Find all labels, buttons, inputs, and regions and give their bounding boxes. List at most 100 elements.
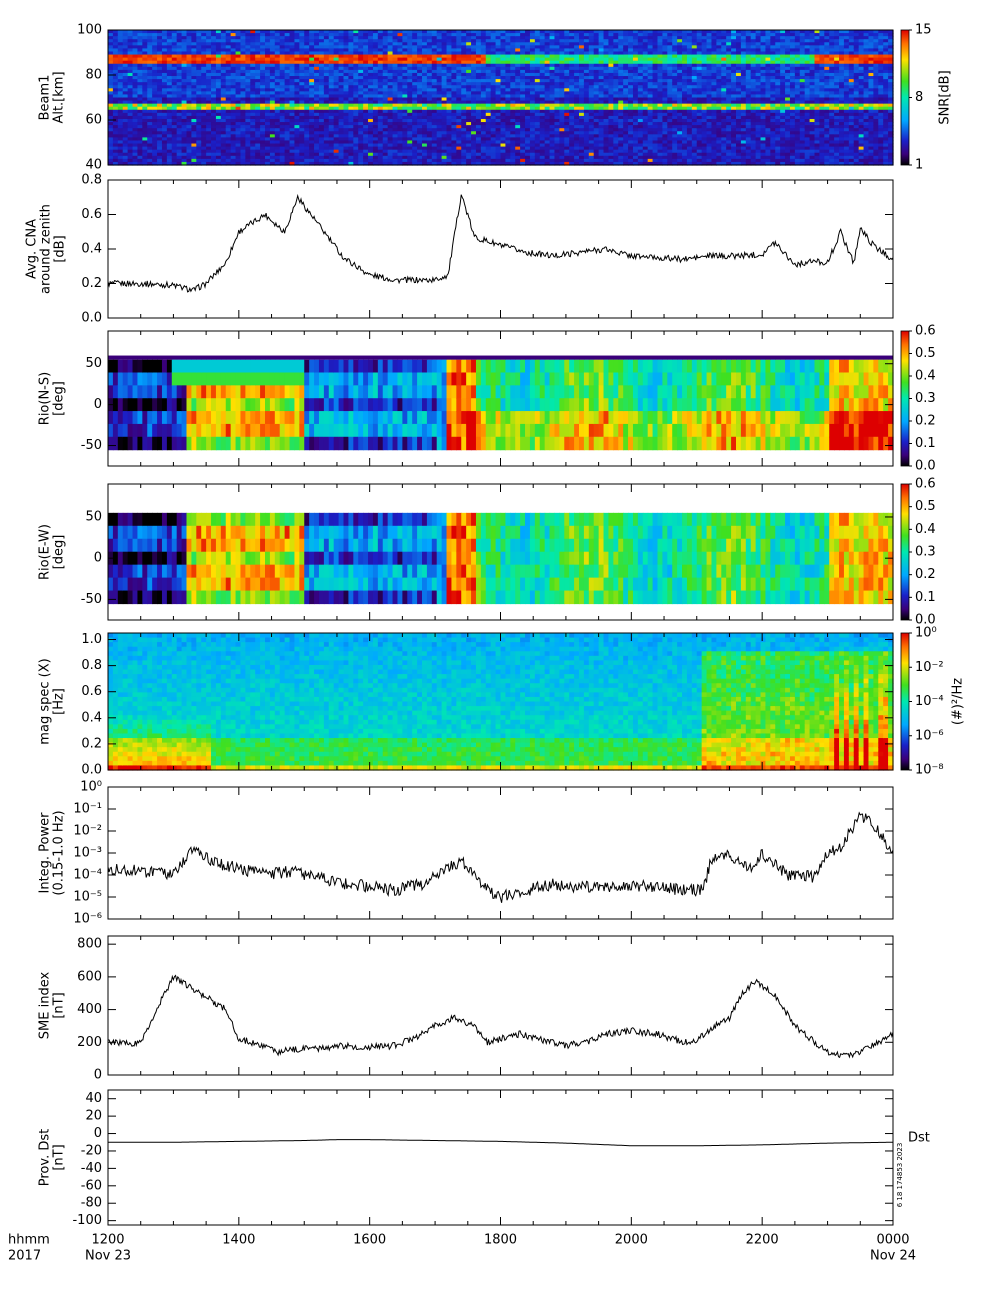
heatmap-cell xyxy=(142,149,148,154)
heatmap-cell xyxy=(122,48,129,53)
heatmap-cell xyxy=(122,118,129,123)
heatmap-cell xyxy=(142,103,148,108)
heatmap-cell xyxy=(137,155,143,160)
heatmap-cell xyxy=(108,54,114,59)
heatmap-cell xyxy=(142,143,148,148)
heatmap-cell xyxy=(108,149,114,154)
heatmap-cell xyxy=(122,60,129,65)
heatmap-cell xyxy=(137,33,143,37)
heatmap-cell xyxy=(117,97,124,102)
heatmap-cell xyxy=(117,149,124,154)
heatmap-cell xyxy=(142,91,148,96)
heatmap-cell xyxy=(142,30,148,34)
panels xyxy=(107,29,912,1226)
heatmap-cell xyxy=(127,158,134,163)
heatmap-cell xyxy=(132,97,139,102)
heatmap-cell xyxy=(132,91,139,96)
heatmap-cell xyxy=(132,57,139,62)
heatmap-cell xyxy=(112,103,119,108)
heatmap-cell xyxy=(127,155,134,160)
heatmap-cell xyxy=(117,146,124,151)
heatmap-cell xyxy=(142,48,148,53)
heatmap-cell xyxy=(108,118,114,123)
heatmap-cell xyxy=(117,140,124,145)
heatmap-cell xyxy=(112,94,119,99)
heatmap-cell xyxy=(137,30,143,34)
heatmap-cell xyxy=(108,161,114,166)
heatmap-cell xyxy=(142,88,148,92)
heatmap-cell xyxy=(132,94,139,99)
heatmap-cell xyxy=(112,118,119,123)
heatmap-cell xyxy=(108,112,114,117)
heatmap-cell xyxy=(142,97,148,102)
heatmap-cell xyxy=(137,72,143,77)
heatmap-cell xyxy=(108,39,114,43)
heatmap-cell xyxy=(132,146,139,151)
heatmap-cell xyxy=(122,128,129,132)
heatmap-cell xyxy=(108,79,114,83)
heatmap-cell xyxy=(117,161,124,166)
heatmap-cell xyxy=(127,72,134,77)
heatmap-cell xyxy=(132,45,139,50)
heatmap-cell xyxy=(122,112,129,117)
heatmap-cell xyxy=(117,158,124,163)
heatmap-cell xyxy=(117,118,124,123)
heatmap-cell xyxy=(142,82,148,86)
heatmap-cell xyxy=(112,39,119,43)
heatmap-cell xyxy=(122,39,129,43)
heatmap-cell xyxy=(142,72,148,77)
heatmap-cell xyxy=(142,76,148,80)
heatmap-cell xyxy=(127,69,134,74)
heatmap-cell xyxy=(117,79,124,83)
heatmap-cell xyxy=(112,85,119,89)
heatmap-cell xyxy=(137,112,143,117)
heatmap-cell xyxy=(112,54,119,59)
heatmap-cell xyxy=(137,42,143,46)
heatmap-cell xyxy=(127,97,134,102)
heatmap-cell xyxy=(117,91,124,96)
heatmap-cell xyxy=(122,42,129,46)
heatmap-cell xyxy=(127,152,134,157)
heatmap-cell xyxy=(142,51,148,56)
heatmap-cell xyxy=(132,112,139,117)
heatmap-cell xyxy=(127,66,134,71)
heatmap-cell xyxy=(117,45,124,50)
heatmap-cell xyxy=(108,140,114,145)
heatmap-cell xyxy=(108,51,114,56)
heatmap-cell xyxy=(142,66,148,71)
heatmap-cell xyxy=(112,112,119,117)
heatmap-cell xyxy=(117,66,124,71)
heatmap-cell xyxy=(108,155,114,160)
heatmap-cell xyxy=(127,140,134,145)
heatmap-cell xyxy=(117,39,124,43)
heatmap-cell xyxy=(142,100,148,105)
heatmap-cell xyxy=(142,125,148,129)
heatmap-cell xyxy=(112,125,119,129)
heatmap-cell xyxy=(137,57,143,62)
heatmap-cell xyxy=(127,103,134,108)
heatmap-cell xyxy=(127,79,134,83)
heatmap-cell xyxy=(117,48,124,53)
heatmap-cell xyxy=(127,30,134,34)
heatmap-cell xyxy=(142,60,148,65)
heatmap-cell xyxy=(108,146,114,151)
heatmap-cell xyxy=(137,39,143,43)
heatmap-cell xyxy=(132,131,139,135)
heatmap-cell xyxy=(112,30,119,34)
heatmap-cell xyxy=(122,79,129,83)
heatmap-cell xyxy=(122,94,129,99)
heatmap-cell xyxy=(122,97,129,102)
heatmap-cell xyxy=(132,54,139,59)
heatmap-cell xyxy=(117,155,124,160)
heatmap-cell xyxy=(112,76,119,80)
heatmap-cell xyxy=(137,45,143,50)
heatmap-cell xyxy=(132,118,139,123)
heatmap-cell xyxy=(108,152,114,157)
heatmap-cell xyxy=(137,76,143,80)
heatmap-cell xyxy=(122,36,129,40)
heatmap-cell xyxy=(122,115,129,120)
heatmap-cell xyxy=(137,48,143,53)
heatmap-cell xyxy=(127,39,134,43)
heatmap-cell xyxy=(122,140,129,145)
heatmap-cell xyxy=(112,106,119,111)
